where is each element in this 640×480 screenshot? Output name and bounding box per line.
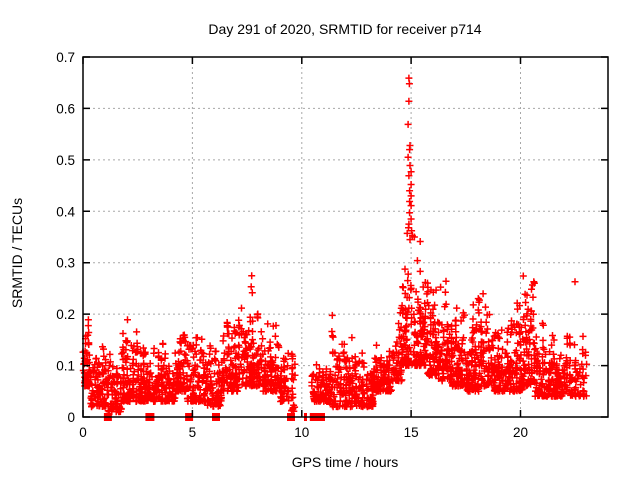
y-tick-label: 0.6 bbox=[56, 101, 75, 116]
plot-border bbox=[82, 56, 609, 418]
y-tick-label: 0.2 bbox=[56, 307, 75, 322]
y-tick-label: 0.4 bbox=[56, 204, 75, 219]
x-tick-label: 10 bbox=[294, 425, 309, 440]
x-tick-label: 15 bbox=[404, 425, 419, 440]
data-points bbox=[79, 74, 591, 416]
x-tick-label: 20 bbox=[513, 425, 528, 440]
x-tick-label: 0 bbox=[79, 425, 87, 440]
y-tick-label: 0.1 bbox=[56, 359, 75, 374]
scatter-points-path bbox=[79, 74, 591, 416]
y-tick-label: 0 bbox=[67, 410, 75, 425]
x-axis-label: GPS time / hours bbox=[292, 454, 399, 470]
y-tick-label: 0.5 bbox=[56, 153, 75, 168]
border-rect bbox=[82, 56, 609, 418]
x-tick-labels: 0 5 10 15 20 bbox=[79, 425, 528, 440]
y-axis-label: SRMTID / TECUs bbox=[9, 198, 25, 308]
y-tick-labels: 0 0.1 0.2 0.3 0.4 0.5 0.6 0.7 bbox=[56, 50, 75, 425]
y-tick-label: 0.3 bbox=[56, 256, 75, 271]
tick-marks bbox=[82, 56, 608, 418]
chart-title: Day 291 of 2020, SRMTID for receiver p71… bbox=[208, 21, 481, 37]
tick-path bbox=[82, 56, 608, 418]
x-tick-label: 5 bbox=[189, 425, 197, 440]
y-tick-label: 0.7 bbox=[56, 50, 75, 65]
